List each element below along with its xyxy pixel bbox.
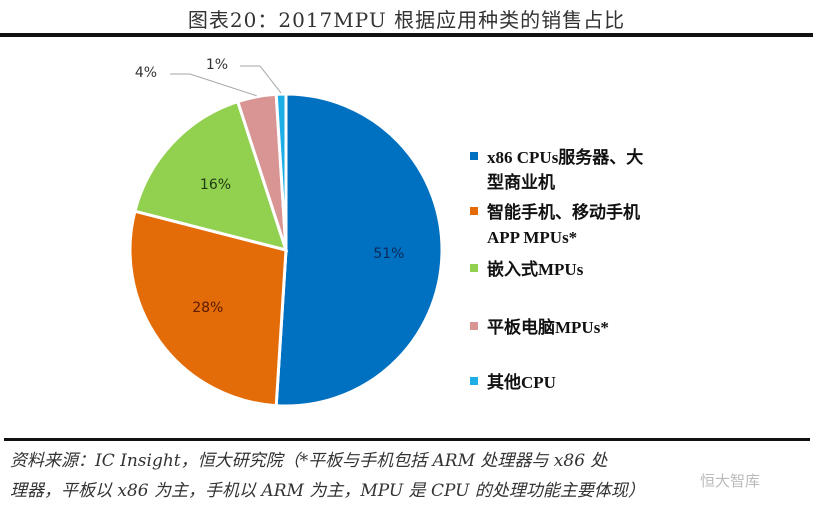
legend-item-smartphone-mpus: 智能手机、移动手机 APP MPUs*: [470, 200, 707, 250]
legend-swatch: [470, 377, 478, 385]
legend-label: 嵌入式MPUs: [487, 260, 584, 279]
legend-label-line2: APP MPUs*: [487, 228, 578, 247]
legend-item-tablet-mpus: 平板电脑MPUs*: [470, 315, 707, 340]
legend-swatch: [470, 322, 478, 330]
pie-slice: [128, 209, 288, 408]
chart-title: 图表20：2017MPU 根据应用种类的销售占比: [187, 8, 626, 32]
data-label: 1%: [206, 57, 228, 73]
pie-slice: [274, 92, 288, 251]
leader-line: [240, 65, 282, 94]
pie-slice: [133, 99, 289, 253]
legend-item-embedded-mpus: 嵌入式MPUs: [470, 257, 707, 282]
source-line-1: 资料来源：IC Insight，恒大研究院（*平板与手机包括 ARM 处理器与 …: [10, 451, 608, 471]
pie-chart: 51% 28% 16% 4% 1%: [128, 57, 444, 408]
leader-line: [170, 73, 257, 97]
legend-item-x86-cpus: x86 CPUs服务器、大 型商业机: [470, 145, 707, 195]
legend-label-line1: 智能手机、移动手机: [487, 203, 640, 222]
legend-swatch: [470, 152, 478, 160]
title-divider: [0, 33, 813, 37]
source-divider: [4, 438, 810, 441]
legend-swatch: [470, 207, 478, 215]
legend-label: 平板电脑MPUs*: [487, 318, 609, 337]
legend-label-line2: 型商业机: [487, 173, 555, 192]
legend-swatch: [470, 264, 478, 272]
watermark: 恒大智库: [700, 472, 761, 490]
legend-label-line1: x86 CPUs服务器、大: [487, 148, 644, 167]
data-label: 16%: [200, 177, 231, 193]
source-line-2: 理器，平板以 x86 为主，手机以 ARM 为主，MPU 是 CPU 的处理功能…: [10, 481, 645, 501]
pie-slice: [274, 92, 444, 408]
data-label: 28%: [192, 300, 223, 316]
data-label: 51%: [373, 246, 404, 262]
source-note: 资料来源：IC Insight，恒大研究院（*平板与手机包括 ARM 处理器与 …: [10, 446, 810, 506]
legend-label: 其他CPU: [487, 373, 556, 392]
legend-item-other-cpu: 其他CPU: [470, 370, 707, 395]
data-label: 4%: [135, 65, 157, 81]
